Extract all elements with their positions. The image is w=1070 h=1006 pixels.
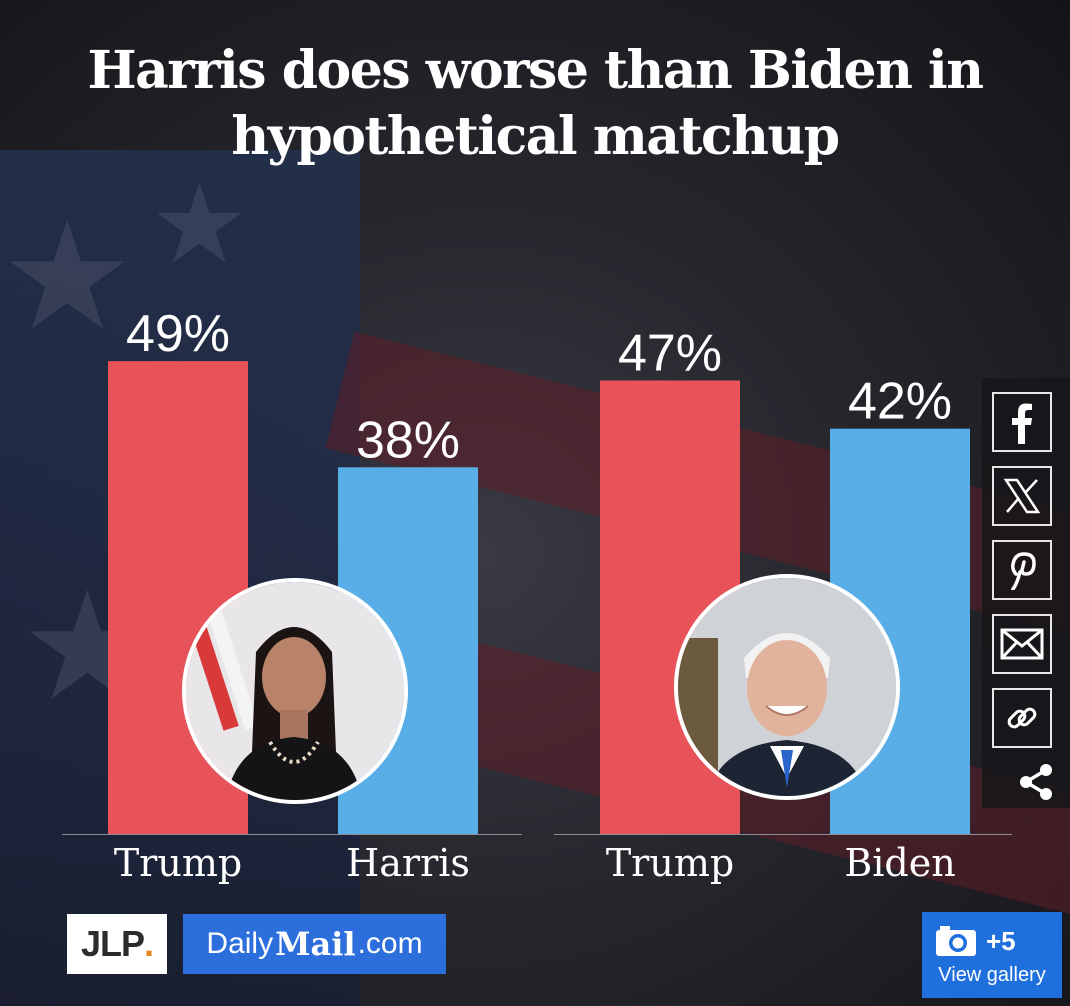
share-more-button[interactable] — [1016, 762, 1056, 802]
chart-title-line-1: Harris does worse than Biden in — [87, 40, 984, 101]
camera-icon — [936, 926, 976, 956]
dailymail-logo-mail: Mail — [275, 925, 356, 963]
value-label: 47% — [618, 324, 722, 382]
jlp-logo-text: JLP — [80, 923, 145, 964]
chart-title: Harris does worse than Biden in hypothet… — [0, 38, 1070, 170]
star-backdrop: ★ — [150, 160, 249, 288]
email-icon — [1000, 628, 1044, 660]
share-rail — [982, 378, 1070, 808]
value-label: 38% — [356, 411, 460, 469]
jlp-logo: JLP. — [67, 914, 167, 974]
pinterest-icon — [1011, 552, 1036, 590]
gallery-label: View gallery — [938, 964, 1046, 986]
share-email-button[interactable] — [992, 614, 1052, 674]
x-icon — [1003, 478, 1041, 514]
view-gallery-button[interactable]: +5 View gallery — [922, 912, 1062, 998]
value-label: 42% — [848, 373, 952, 431]
share-icon — [1020, 764, 1052, 800]
category-label: Trump — [114, 841, 242, 885]
share-pinterest-button[interactable] — [992, 540, 1052, 600]
link-icon — [1007, 707, 1037, 729]
gallery-count: +5 — [986, 926, 1016, 956]
value-label: 49% — [126, 305, 230, 363]
dailymail-logo-daily: Daily — [206, 927, 274, 960]
share-facebook-button[interactable] — [992, 392, 1052, 452]
facebook-icon — [1012, 403, 1032, 444]
jlp-logo-dot: . — [144, 923, 154, 964]
dailymail-logo: Daily Mail .com — [183, 914, 446, 974]
star-backdrop: ★ — [0, 190, 135, 364]
chart-title-line-2: hypothetical matchup — [231, 106, 840, 167]
category-label: Harris — [346, 841, 470, 885]
share-x-button[interactable] — [992, 466, 1052, 526]
dailymail-logo-com: .com — [357, 927, 423, 960]
share-link-button[interactable] — [992, 688, 1052, 748]
harris-avatar — [182, 578, 408, 804]
category-label: Trump — [606, 841, 734, 885]
biden-avatar — [674, 574, 900, 800]
category-label: Biden — [844, 841, 955, 885]
